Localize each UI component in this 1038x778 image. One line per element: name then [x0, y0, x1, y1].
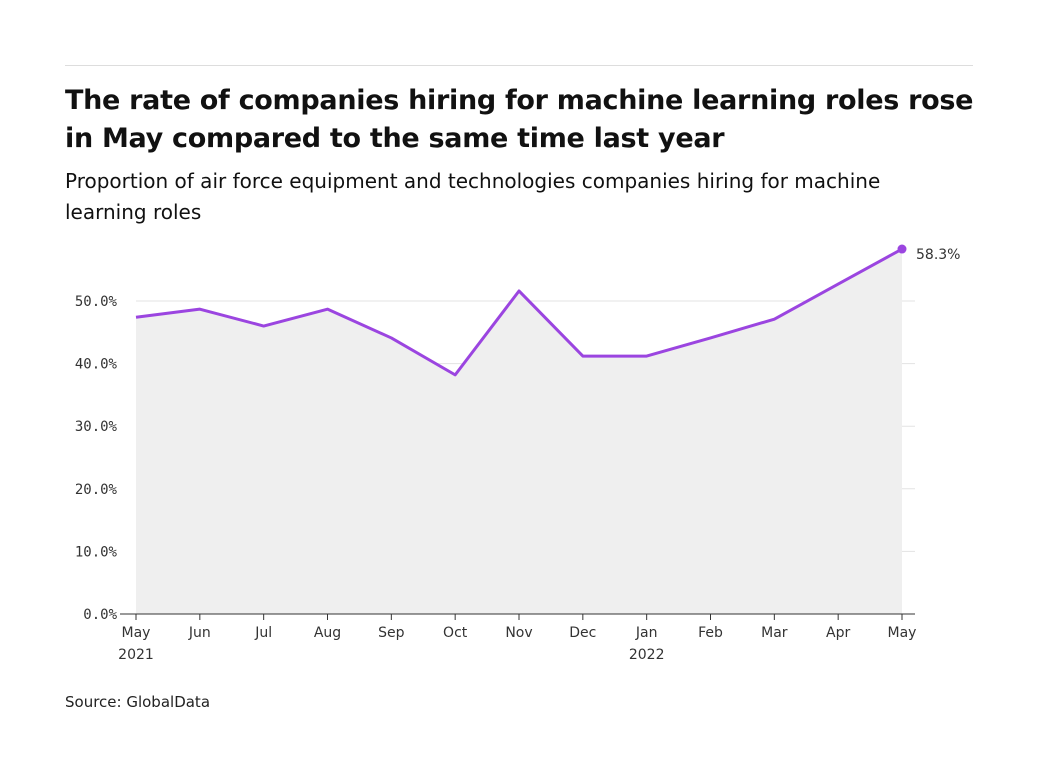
y-tick-label: 0.0% [83, 607, 117, 623]
x-tick-label: Mar [761, 625, 788, 641]
y-tick-label: 40.0% [75, 357, 118, 373]
x-tick-label: Aug [314, 625, 341, 641]
x-tick-label: May [888, 625, 917, 641]
source-note: Source: GlobalData [65, 693, 211, 711]
x-tick-label: May [122, 625, 151, 641]
chart-title: The rate of companies hiring for machine… [65, 85, 974, 154]
y-tick-label: 50.0% [75, 294, 118, 310]
y-tick-label: 30.0% [75, 419, 118, 435]
y-tick-label: 10.0% [75, 544, 118, 560]
x-tick-label: Nov [505, 625, 532, 641]
x-tick-label: Dec [569, 625, 596, 641]
x-tick-label: Jan [635, 625, 658, 641]
x-tick-label: Sep [378, 625, 405, 641]
x-tick-label: Jun [188, 625, 211, 641]
x-tick-label: Oct [443, 625, 468, 641]
x-tick-label: Jul [254, 625, 272, 641]
chart-subtitle: Proportion of air force equipment and te… [65, 169, 881, 224]
area-fill [136, 249, 902, 615]
series-line [135, 247, 903, 377]
last-value-label: 58.3% [916, 247, 960, 263]
x-year-label: 2022 [629, 647, 665, 663]
x-year-label: 2021 [118, 647, 154, 663]
y-tick-label: 20.0% [75, 482, 118, 498]
x-tick-label: Feb [698, 625, 723, 641]
top-rule [65, 65, 973, 66]
data-point [897, 244, 907, 254]
x-tick-label: Apr [826, 625, 850, 641]
